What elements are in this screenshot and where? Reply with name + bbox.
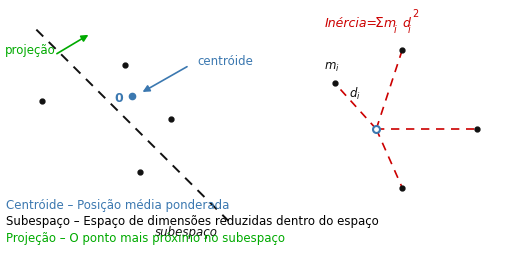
- Text: $d_i$: $d_i$: [349, 86, 361, 102]
- Text: 0: 0: [114, 91, 123, 104]
- Text: $\Sigma$: $\Sigma$: [374, 16, 384, 30]
- Text: 2: 2: [413, 9, 419, 19]
- Text: i: i: [393, 25, 396, 35]
- Text: Inércia=: Inércia=: [324, 17, 377, 30]
- Text: Centróide – Posição média ponderada: Centróide – Posição média ponderada: [6, 198, 229, 211]
- Text: centróide: centróide: [197, 55, 253, 67]
- Text: d: d: [399, 17, 411, 30]
- Text: $m_i$: $m_i$: [324, 61, 340, 74]
- Text: Projeção – O ponto mais próximo no subespaço: Projeção – O ponto mais próximo no subes…: [6, 231, 285, 244]
- Text: m: m: [384, 17, 396, 30]
- Text: i: i: [407, 25, 410, 35]
- Text: Subespaço – Espaço de dimensões reduzidas dentro do espaço: Subespaço – Espaço de dimensões reduzida…: [6, 215, 379, 227]
- Text: subespaço: subespaço: [155, 225, 218, 238]
- Text: projeção: projeção: [5, 44, 56, 57]
